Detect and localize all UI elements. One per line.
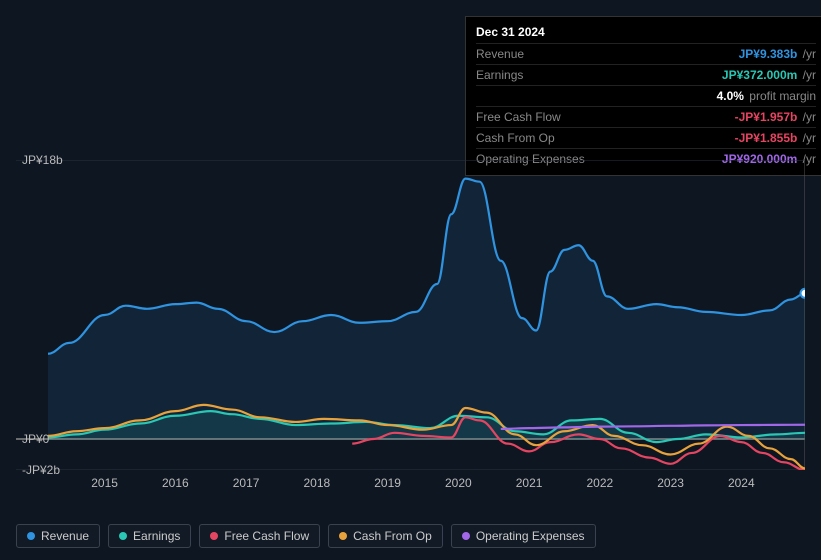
tooltip-label: Earnings — [476, 66, 523, 84]
tooltip-value: JP¥372.000m /yr — [722, 66, 816, 84]
tooltip-row: Free Cash Flow -JP¥1.957b /yr — [476, 106, 816, 127]
legend-label: Earnings — [133, 529, 180, 543]
legend-item-cash-from-op[interactable]: Cash From Op — [328, 524, 443, 548]
legend-dot-icon — [119, 532, 127, 540]
legend-item-revenue[interactable]: Revenue — [16, 524, 100, 548]
tooltip-value: -JP¥1.855b /yr — [735, 129, 816, 147]
x-axis-label: 2019 — [374, 476, 401, 490]
y-axis-label: -JP¥2b — [22, 463, 60, 477]
chart-tooltip: Dec 31 2024 Revenue JP¥9.383b /yr Earnings J… — [465, 16, 821, 176]
tooltip-label: Cash From Op — [476, 129, 555, 147]
legend-dot-icon — [27, 532, 35, 540]
series-end-marker — [801, 289, 806, 298]
legend-dot-icon — [462, 532, 470, 540]
y-axis-label: JP¥18b — [22, 153, 63, 167]
x-axis-label: 2015 — [91, 476, 118, 490]
legend-dot-icon — [210, 532, 218, 540]
tooltip-row: Earnings JP¥372.000m /yr — [476, 64, 816, 85]
tooltip-value: 4.0% profit margin — [717, 87, 816, 105]
tooltip-row: Cash From Op -JP¥1.855b /yr — [476, 127, 816, 148]
tooltip-row: 4.0% profit margin — [476, 85, 816, 106]
tooltip-date: Dec 31 2024 — [476, 23, 816, 41]
x-axis-label: 2024 — [728, 476, 755, 490]
legend-item-free-cash-flow[interactable]: Free Cash Flow — [199, 524, 320, 548]
chart-legend: Revenue Earnings Free Cash Flow Cash From O… — [16, 524, 596, 548]
x-axis-label: 2022 — [586, 476, 613, 490]
legend-item-earnings[interactable]: Earnings — [108, 524, 191, 548]
x-axis-label: 2016 — [162, 476, 189, 490]
x-axis-label: 2018 — [303, 476, 330, 490]
tooltip-value: JP¥9.383b /yr — [739, 45, 816, 63]
tooltip-value: -JP¥1.957b /yr — [735, 108, 816, 126]
legend-label: Cash From Op — [353, 529, 432, 543]
tooltip-row: Revenue JP¥9.383b /yr — [476, 43, 816, 64]
tooltip-label: Free Cash Flow — [476, 108, 561, 126]
x-axis-label: 2021 — [516, 476, 543, 490]
legend-dot-icon — [339, 532, 347, 540]
y-axis-label: JP¥0 — [22, 432, 49, 446]
x-axis-label: 2020 — [445, 476, 472, 490]
legend-label: Free Cash Flow — [224, 529, 309, 543]
legend-label: Revenue — [41, 529, 89, 543]
x-axis-label: 2017 — [233, 476, 260, 490]
financial-chart[interactable] — [16, 160, 805, 500]
x-axis-label: 2023 — [657, 476, 684, 490]
legend-item-operating-expenses[interactable]: Operating Expenses — [451, 524, 596, 548]
tooltip-label: Revenue — [476, 45, 524, 63]
legend-label: Operating Expenses — [476, 529, 585, 543]
